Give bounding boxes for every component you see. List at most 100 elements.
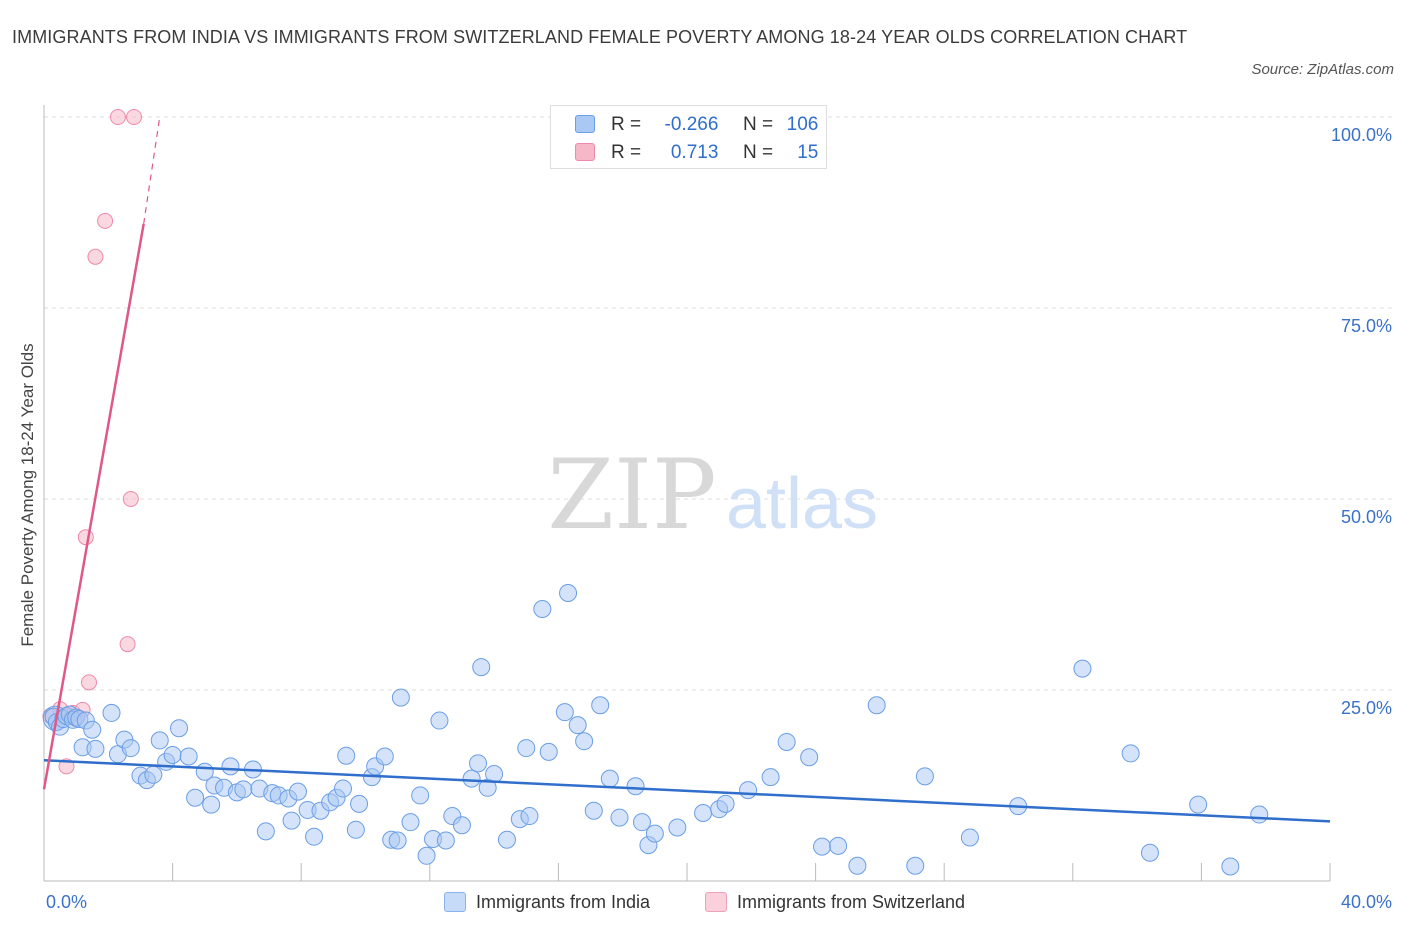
axes: [43, 105, 1331, 882]
point-india: [1221, 857, 1240, 876]
legend-n-value-switzerland: 15: [797, 142, 819, 163]
point-india: [221, 757, 240, 776]
point-india: [163, 745, 182, 764]
point-india: [520, 807, 539, 826]
source-label: Source: ZipAtlas.com: [1251, 61, 1394, 78]
trendline-switzerland: [42, 223, 145, 790]
point-india: [430, 711, 449, 730]
point-india: [256, 822, 275, 841]
point-india: [533, 600, 552, 619]
correlation-legend: R = -0.266 N = 106 R = 0.713 N = 15: [550, 105, 827, 169]
point-india: [350, 794, 369, 813]
point-india: [401, 813, 420, 832]
point-india: [777, 732, 796, 751]
point-india: [337, 746, 356, 765]
point-india: [668, 818, 687, 837]
point-india: [202, 795, 221, 814]
legend-n-label: N =: [742, 142, 774, 163]
point-india: [575, 732, 594, 751]
point-switzerland: [77, 529, 94, 546]
point-india: [179, 747, 198, 766]
trendline-india: [43, 759, 1331, 823]
point-india: [813, 837, 832, 856]
point-india: [610, 808, 629, 827]
point-india: [186, 788, 205, 807]
point-india: [83, 720, 102, 739]
point-india: [555, 703, 574, 722]
point-switzerland: [122, 491, 139, 507]
point-india: [584, 801, 603, 820]
point-india: [452, 816, 471, 835]
point-india: [282, 811, 301, 830]
point-india: [906, 856, 925, 875]
point-india: [591, 696, 610, 715]
x-tick-label-min: 0.0%: [46, 892, 87, 912]
watermark: ZIP atlas: [547, 439, 878, 551]
watermark-zip: ZIP: [547, 439, 716, 551]
point-india: [600, 769, 619, 788]
point-india: [867, 696, 886, 715]
point-india: [626, 777, 645, 796]
y-tick-label-75: 75.0%: [1341, 316, 1392, 336]
chart-title: IMMIGRANTS FROM INDIA VS IMMIGRANTS FROM…: [12, 27, 1188, 47]
point-india: [1140, 843, 1159, 862]
point-india: [1250, 805, 1269, 824]
series-swatch-india: [444, 892, 466, 912]
gridlines: [44, 116, 1392, 691]
legend-n-value-india: 106: [786, 114, 819, 135]
legend-r-value-switzerland: 0.713: [670, 142, 719, 163]
point-india: [462, 769, 481, 788]
x-tick-label-max: 40.0%: [1341, 892, 1392, 912]
y-tick-label-100: 100.0%: [1331, 125, 1392, 145]
point-india: [1189, 795, 1208, 814]
point-india: [848, 856, 867, 875]
point-india: [472, 658, 491, 677]
point-india: [1121, 744, 1140, 763]
legend-r-value-india: -0.266: [664, 114, 719, 135]
point-india: [960, 828, 979, 847]
point-india: [391, 688, 410, 707]
point-switzerland: [109, 109, 126, 125]
point-india: [716, 794, 735, 813]
point-india: [375, 747, 394, 766]
legend-r-label: R =: [611, 142, 642, 163]
point-switzerland: [126, 109, 143, 125]
point-india: [234, 780, 253, 799]
point-india: [436, 831, 455, 850]
point-india: [1073, 659, 1092, 678]
legend-swatch-india: [575, 115, 595, 133]
point-india: [346, 820, 365, 839]
point-india: [485, 765, 504, 784]
point-india: [469, 754, 488, 773]
tick-labels: 25.0% 50.0% 75.0% 100.0% 0.0% 40.0%: [46, 125, 1392, 912]
series-label-switzerland: Immigrants from Switzerland: [737, 892, 966, 912]
point-india: [800, 748, 819, 767]
point-india: [411, 786, 430, 805]
watermark-atlas: atlas: [726, 464, 878, 544]
point-india: [694, 804, 713, 823]
point-india: [632, 813, 651, 832]
point-india: [86, 739, 105, 758]
legend-r-label: R =: [611, 114, 642, 135]
point-india: [417, 846, 436, 865]
point-switzerland: [97, 212, 114, 229]
y-tick-label-50: 50.0%: [1341, 507, 1392, 527]
point-india: [539, 742, 558, 761]
point-switzerland: [119, 636, 136, 653]
point-india: [305, 827, 324, 846]
y-tick-label-25: 25.0%: [1341, 698, 1392, 718]
point-switzerland: [81, 674, 98, 691]
point-india: [288, 782, 307, 801]
legend-n-label: N =: [742, 114, 774, 135]
point-india: [761, 768, 780, 787]
legend-swatch-switzerland: [575, 143, 595, 161]
point-india: [645, 824, 664, 843]
point-india: [150, 731, 169, 750]
point-india: [121, 739, 140, 758]
series-label-india: Immigrants from India: [476, 892, 651, 912]
point-india: [388, 831, 407, 850]
point-india: [333, 779, 352, 798]
point-india: [739, 781, 758, 800]
point-india: [144, 765, 163, 784]
